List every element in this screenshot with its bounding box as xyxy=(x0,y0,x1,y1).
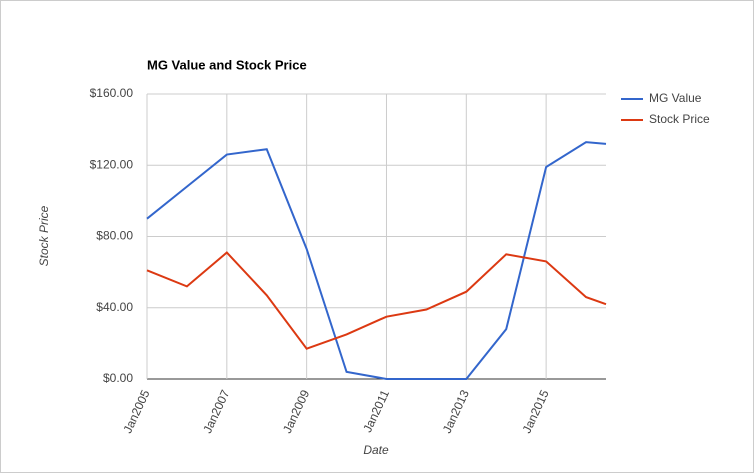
x-axis-title: Date xyxy=(363,443,389,457)
y-tick-label: $40.00 xyxy=(96,300,133,314)
y-tick-label: $0.00 xyxy=(103,371,133,385)
line xyxy=(146,251,607,350)
chart-title: MG Value and Stock Price xyxy=(147,57,307,72)
y-axis-title: Stock Price xyxy=(37,205,51,266)
y-tick-label: $160.00 xyxy=(90,86,134,100)
line xyxy=(146,141,607,380)
y-tick-label: $80.00 xyxy=(96,229,133,243)
legend-label: Stock Price xyxy=(649,112,710,126)
legend-label: MG Value xyxy=(649,91,702,105)
y-tick-label: $120.00 xyxy=(90,157,134,171)
